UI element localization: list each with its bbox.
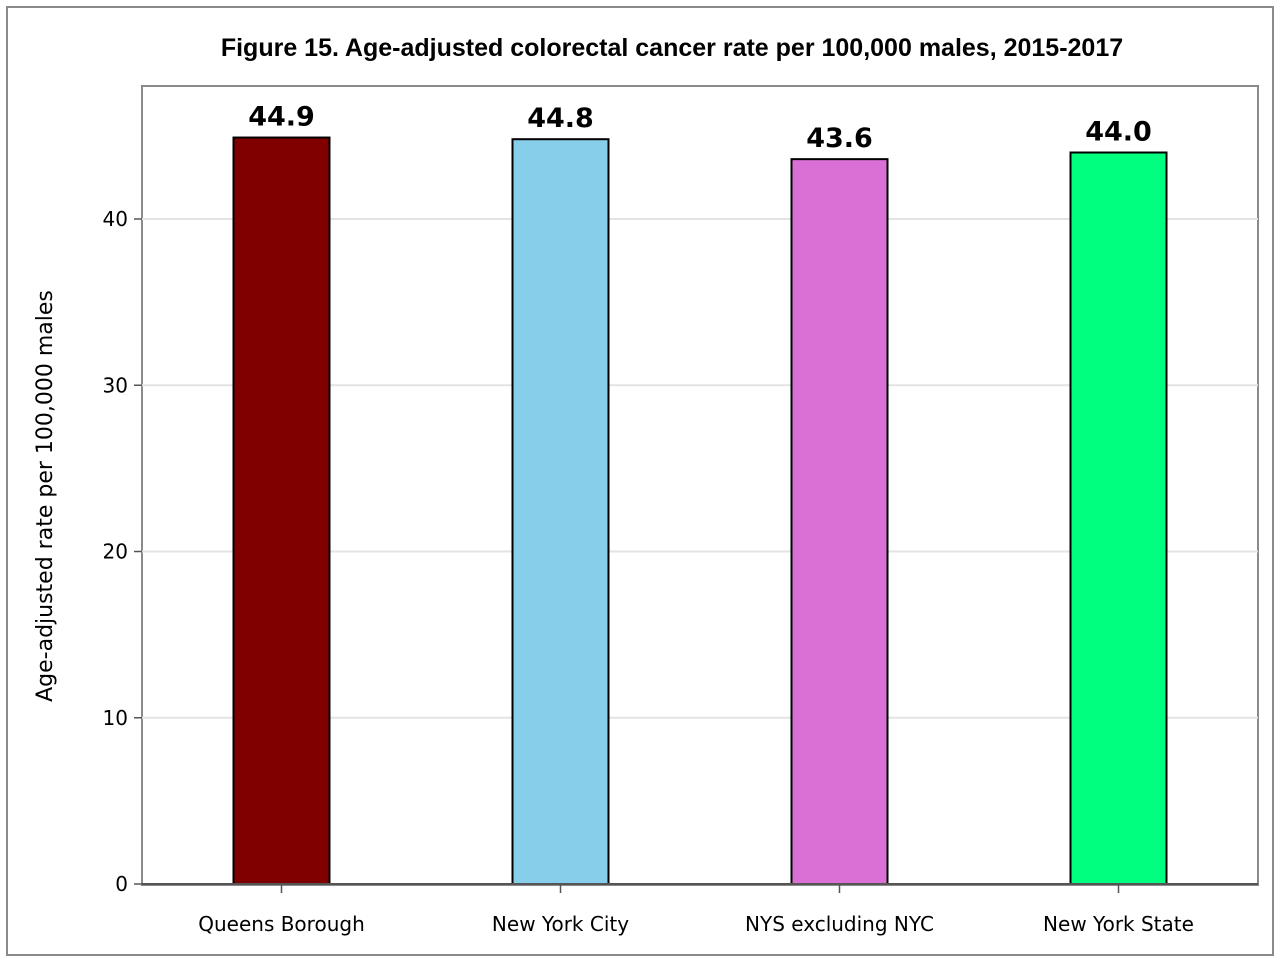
y-tick-label: 40 <box>103 207 128 231</box>
bar <box>1069 151 1168 885</box>
y-tick-label: 30 <box>103 373 128 397</box>
chart-title: Figure 15. Age-adjusted colorectal cance… <box>221 34 1123 62</box>
data-labels: 44.9 44.8 43.6 44.0 <box>248 102 1152 155</box>
bar <box>232 136 331 886</box>
x-tick-label: New York State <box>1043 912 1194 936</box>
y-tick-label: 10 <box>103 706 128 730</box>
bar <box>511 138 610 885</box>
data-label: 44.8 <box>527 103 594 134</box>
data-label: 44.0 <box>1085 117 1152 148</box>
x-axis: Queens Borough New York City NYS excluding… <box>142 883 1258 936</box>
y-tick-label: 20 <box>103 540 128 564</box>
x-tick-label: NYS excluding NYC <box>745 912 934 936</box>
y-tick-label: 0 <box>115 872 128 896</box>
data-label: 44.9 <box>248 102 315 133</box>
x-tick-label: Queens Borough <box>198 912 365 936</box>
x-tick-label: New York City <box>492 912 629 936</box>
data-label: 43.6 <box>806 123 873 154</box>
y-axis: 0 10 20 30 40 <box>103 207 142 896</box>
bar <box>790 158 889 885</box>
bars <box>232 136 1168 886</box>
y-axis-title: Age-adjusted rate per 100,000 males <box>33 290 58 702</box>
